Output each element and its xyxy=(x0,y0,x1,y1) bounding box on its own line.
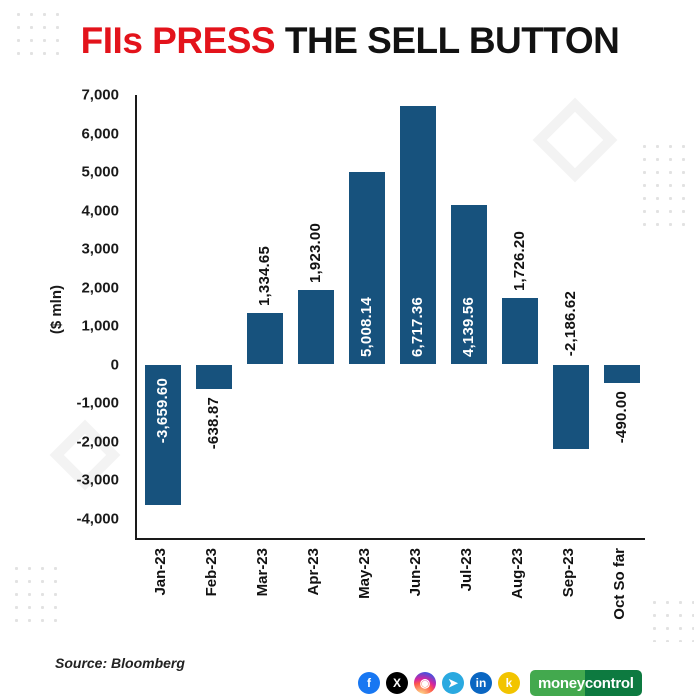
y-tick-label: 6,000 xyxy=(81,125,119,142)
y-tick-label: -2,000 xyxy=(76,433,119,450)
page-title: FIIs PRESS THE SELL BUTTON xyxy=(0,20,700,62)
bar-may-23 xyxy=(348,171,385,365)
y-tick-label: -3,000 xyxy=(76,471,119,489)
x-tick-label: Aug-23 xyxy=(508,548,526,599)
x-tick-label: Jul-23 xyxy=(457,548,475,592)
bar-jun-23 xyxy=(399,105,436,365)
x-tick-label: Feb-23 xyxy=(202,548,220,597)
bar-oct-so-far xyxy=(603,364,640,384)
linkedin-icon: in xyxy=(470,672,492,694)
bar-mar-23 xyxy=(246,313,283,365)
bar-value-label: 1,923.00 xyxy=(306,223,324,284)
bar-value-label: 1,726.20 xyxy=(510,231,528,292)
page-title-red: FIIs PRESS xyxy=(80,20,276,61)
bar-value-label: -638.87 xyxy=(204,397,222,450)
y-tick-label: -1,000 xyxy=(76,394,119,412)
x-tick-label: Mar-23 xyxy=(253,548,271,597)
y-tick-label: 5,000 xyxy=(81,163,119,181)
x-tick-label: Oct So far xyxy=(610,548,628,620)
bar-jan-23 xyxy=(144,364,181,506)
moneycontrol-logo-right: control xyxy=(584,670,642,696)
bar-jul-23 xyxy=(450,205,487,365)
source-note: Source: Bloomberg xyxy=(55,655,185,671)
decor-dots-right xyxy=(638,140,694,232)
x-tick-label: Apr-23 xyxy=(304,548,322,596)
bar-value-label: 4,139.56 xyxy=(459,296,477,357)
x-axis-ticks: Jan-23 Feb-23 Mar-23 Apr-23 May-23 Jun-23 Jul-… xyxy=(135,546,645,656)
x-tick-label: Jun-23 xyxy=(406,548,424,597)
koo-icon: k xyxy=(498,672,520,694)
y-tick-label: 0 xyxy=(110,356,119,373)
y-tick-label: -4,000 xyxy=(76,510,119,527)
x-tick-label: Jan-23 xyxy=(151,548,169,596)
x-tick-label: May-23 xyxy=(355,548,373,599)
decor-dots-bottom-left xyxy=(10,562,65,622)
instagram-icon: ◉ xyxy=(414,672,436,694)
x-tick-label: Sep-23 xyxy=(559,548,577,598)
social-bar: f X ◉ ➤ in k money control xyxy=(358,670,642,696)
y-tick-label: 1,000 xyxy=(81,317,119,335)
telegram-icon: ➤ xyxy=(442,672,464,694)
bar-aug-23 xyxy=(501,298,538,365)
bar-value-label: 1,334.65 xyxy=(255,246,273,307)
bar-value-label: -490.00 xyxy=(612,391,630,444)
moneycontrol-logo: money control xyxy=(530,670,642,696)
x-twitter-icon: X xyxy=(386,672,408,694)
y-tick-label: 4,000 xyxy=(81,202,119,219)
bar-apr-23 xyxy=(297,290,334,365)
bar-value-label: -2,186.62 xyxy=(561,291,579,357)
bar-sep-23 xyxy=(552,364,589,449)
bar-value-label: 6,717.36 xyxy=(408,296,426,357)
plot-area: -3,659.60 -638.87 1,334.65 1,923.00 5,008.14… xyxy=(135,95,645,540)
moneycontrol-logo-left: money xyxy=(530,670,585,696)
y-tick-label: 7,000 xyxy=(81,86,119,104)
bar-feb-23 xyxy=(195,364,232,390)
y-axis-ticks: 7,000 6,000 5,000 4,000 3,000 2,000 1,000 0 -1,0… xyxy=(0,87,127,540)
decor-dots-bottom-right xyxy=(648,596,694,642)
facebook-icon: f xyxy=(358,672,380,694)
y-tick-label: 3,000 xyxy=(81,240,119,258)
bar-value-label: -3,659.60 xyxy=(153,377,171,443)
bar-value-label: 5,008.14 xyxy=(357,296,375,357)
page-title-black: THE SELL BUTTON xyxy=(275,20,620,61)
y-tick-label: 2,000 xyxy=(81,279,119,296)
